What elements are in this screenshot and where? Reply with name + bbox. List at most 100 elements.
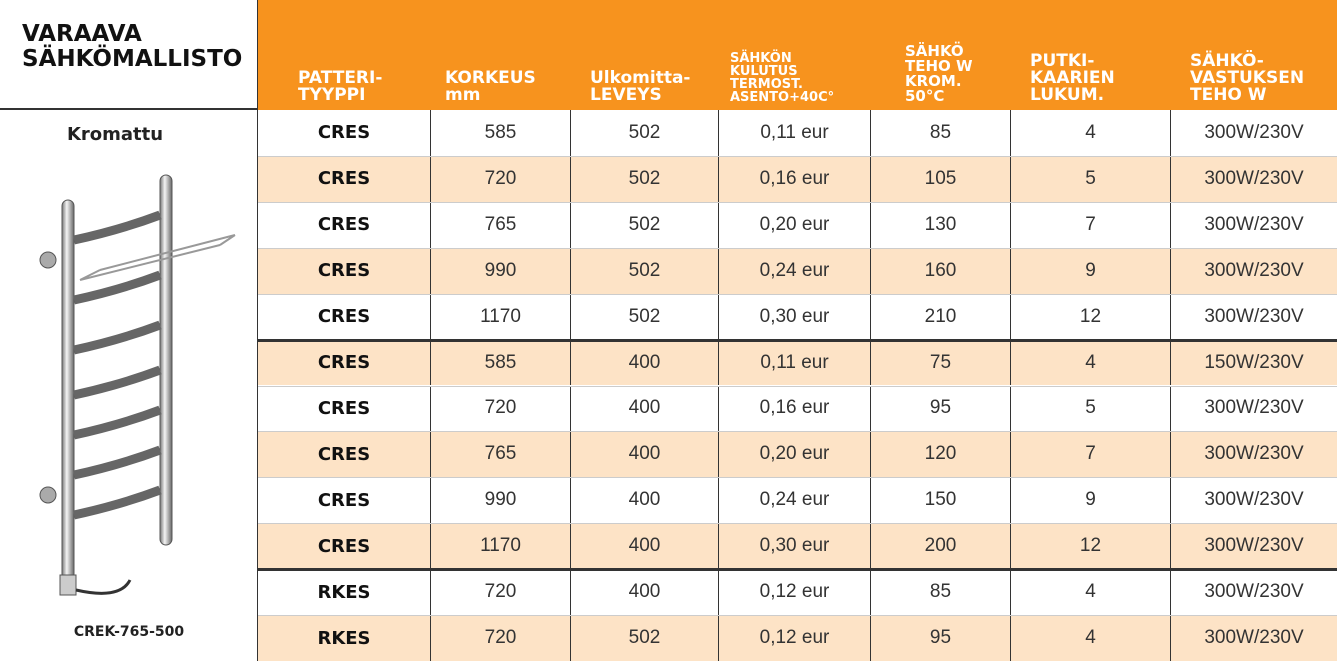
table-cell: 765 xyxy=(430,431,570,477)
title-line: SÄHKÖMALLISTO xyxy=(22,47,257,72)
table-cell: RKES xyxy=(258,615,430,661)
table-cell: CRES xyxy=(258,523,430,569)
row-divider xyxy=(258,477,1337,478)
table-cell: 150W/230V xyxy=(1170,340,1337,386)
row-divider xyxy=(258,615,1337,616)
column-header-line: 50°C xyxy=(905,89,973,104)
table-cell: 9 xyxy=(1010,477,1170,523)
row-divider xyxy=(258,339,1337,342)
table-cell: 400 xyxy=(570,340,718,386)
table-cell: 502 xyxy=(570,615,718,661)
table-cell: CRES xyxy=(258,294,430,340)
table-cell: 7 xyxy=(1010,431,1170,477)
table-cell: 720 xyxy=(430,569,570,615)
table-cell: 120 xyxy=(870,431,1010,477)
table-cell: 400 xyxy=(570,569,718,615)
table-cell: 765 xyxy=(430,202,570,248)
product-panel: Kromattu CREK-765-500 xyxy=(0,110,258,661)
table-cell: CRES xyxy=(258,431,430,477)
row-divider xyxy=(258,294,1337,295)
table-cell: 4 xyxy=(1010,110,1170,156)
row-divider xyxy=(258,202,1337,203)
table-cell: 5 xyxy=(1010,156,1170,202)
row-divider xyxy=(258,156,1337,157)
table-cell: CRES xyxy=(258,202,430,248)
column-header: SÄHKÖ-VASTUKSENTEHO W xyxy=(1190,53,1304,104)
table-cell: 300W/230V xyxy=(1170,294,1337,340)
table-cell: 160 xyxy=(870,248,1010,294)
table-cell: 0,12 eur xyxy=(718,569,870,615)
table-cell: RKES xyxy=(258,569,430,615)
table-cell: 95 xyxy=(870,386,1010,432)
table-cell: 300W/230V xyxy=(1170,110,1337,156)
table-cell: 210 xyxy=(870,294,1010,340)
table-cell: 0,30 eur xyxy=(718,523,870,569)
table-cell: 0,11 eur xyxy=(718,110,870,156)
radiator-image xyxy=(20,170,240,610)
table-cell: 300W/230V xyxy=(1170,615,1337,661)
table-cell: 502 xyxy=(570,110,718,156)
column-header-line: mm xyxy=(445,87,536,104)
table-cell: 150 xyxy=(870,477,1010,523)
table-cell: 300W/230V xyxy=(1170,477,1337,523)
table-cell: 400 xyxy=(570,431,718,477)
row-divider xyxy=(258,431,1337,432)
table-cell: 300W/230V xyxy=(1170,386,1337,432)
column-header: Ulkomitta-LEVEYS xyxy=(590,70,690,104)
table-cell: 0,12 eur xyxy=(718,615,870,661)
table-cell: 502 xyxy=(570,248,718,294)
table-cell: 4 xyxy=(1010,569,1170,615)
table-cell: 990 xyxy=(430,248,570,294)
row-divider xyxy=(258,523,1337,524)
column-header-line: ASENTO+40C° xyxy=(730,91,834,104)
table-cell: CRES xyxy=(258,156,430,202)
table-cell: 502 xyxy=(570,202,718,248)
row-divider xyxy=(258,248,1337,249)
table-cell: CRES xyxy=(258,248,430,294)
table-cell: 400 xyxy=(570,477,718,523)
table-cell: 130 xyxy=(870,202,1010,248)
table-cell: 720 xyxy=(430,386,570,432)
table-cell: 0,16 eur xyxy=(718,386,870,432)
table-cell: 5 xyxy=(1010,386,1170,432)
table-cell: 1170 xyxy=(430,523,570,569)
table-cell: 9 xyxy=(1010,248,1170,294)
table-cell: CRES xyxy=(258,477,430,523)
table-cell: 300W/230V xyxy=(1170,202,1337,248)
table-cell: 300W/230V xyxy=(1170,431,1337,477)
table-cell: 990 xyxy=(430,477,570,523)
table-cell: 85 xyxy=(870,110,1010,156)
table-cell: 85 xyxy=(870,569,1010,615)
table-cell: 0,16 eur xyxy=(718,156,870,202)
table-cell: 502 xyxy=(570,294,718,340)
table-cell: 0,24 eur xyxy=(718,477,870,523)
column-header: PATTERI-TYYPPI xyxy=(298,70,382,104)
table-cell: 105 xyxy=(870,156,1010,202)
table-cell: 300W/230V xyxy=(1170,248,1337,294)
table-cell: 300W/230V xyxy=(1170,523,1337,569)
row-divider xyxy=(258,386,1337,387)
table-cell: 0,11 eur xyxy=(718,340,870,386)
table-cell: 400 xyxy=(570,523,718,569)
table-cell: 502 xyxy=(570,156,718,202)
model: CREK-765-500 xyxy=(0,624,258,640)
table-cell: CRES xyxy=(258,386,430,432)
table-cell: CRES xyxy=(258,340,430,386)
table-cell: 720 xyxy=(430,156,570,202)
table-cell: 300W/230V xyxy=(1170,569,1337,615)
column-header-line: LUKUM. xyxy=(1030,87,1115,104)
table-cell: 300W/230V xyxy=(1170,156,1337,202)
table-cell: 7 xyxy=(1010,202,1170,248)
title: VARAAVA SÄHKÖMALLISTO xyxy=(0,0,258,110)
table-cell: 12 xyxy=(1010,523,1170,569)
table-cell: 200 xyxy=(870,523,1010,569)
table-cell: 0,20 eur xyxy=(718,202,870,248)
table-cell: 0,30 eur xyxy=(718,294,870,340)
table-cell: 12 xyxy=(1010,294,1170,340)
column-header-line: TEHO W xyxy=(1190,87,1304,104)
table-cell: 400 xyxy=(570,386,718,432)
